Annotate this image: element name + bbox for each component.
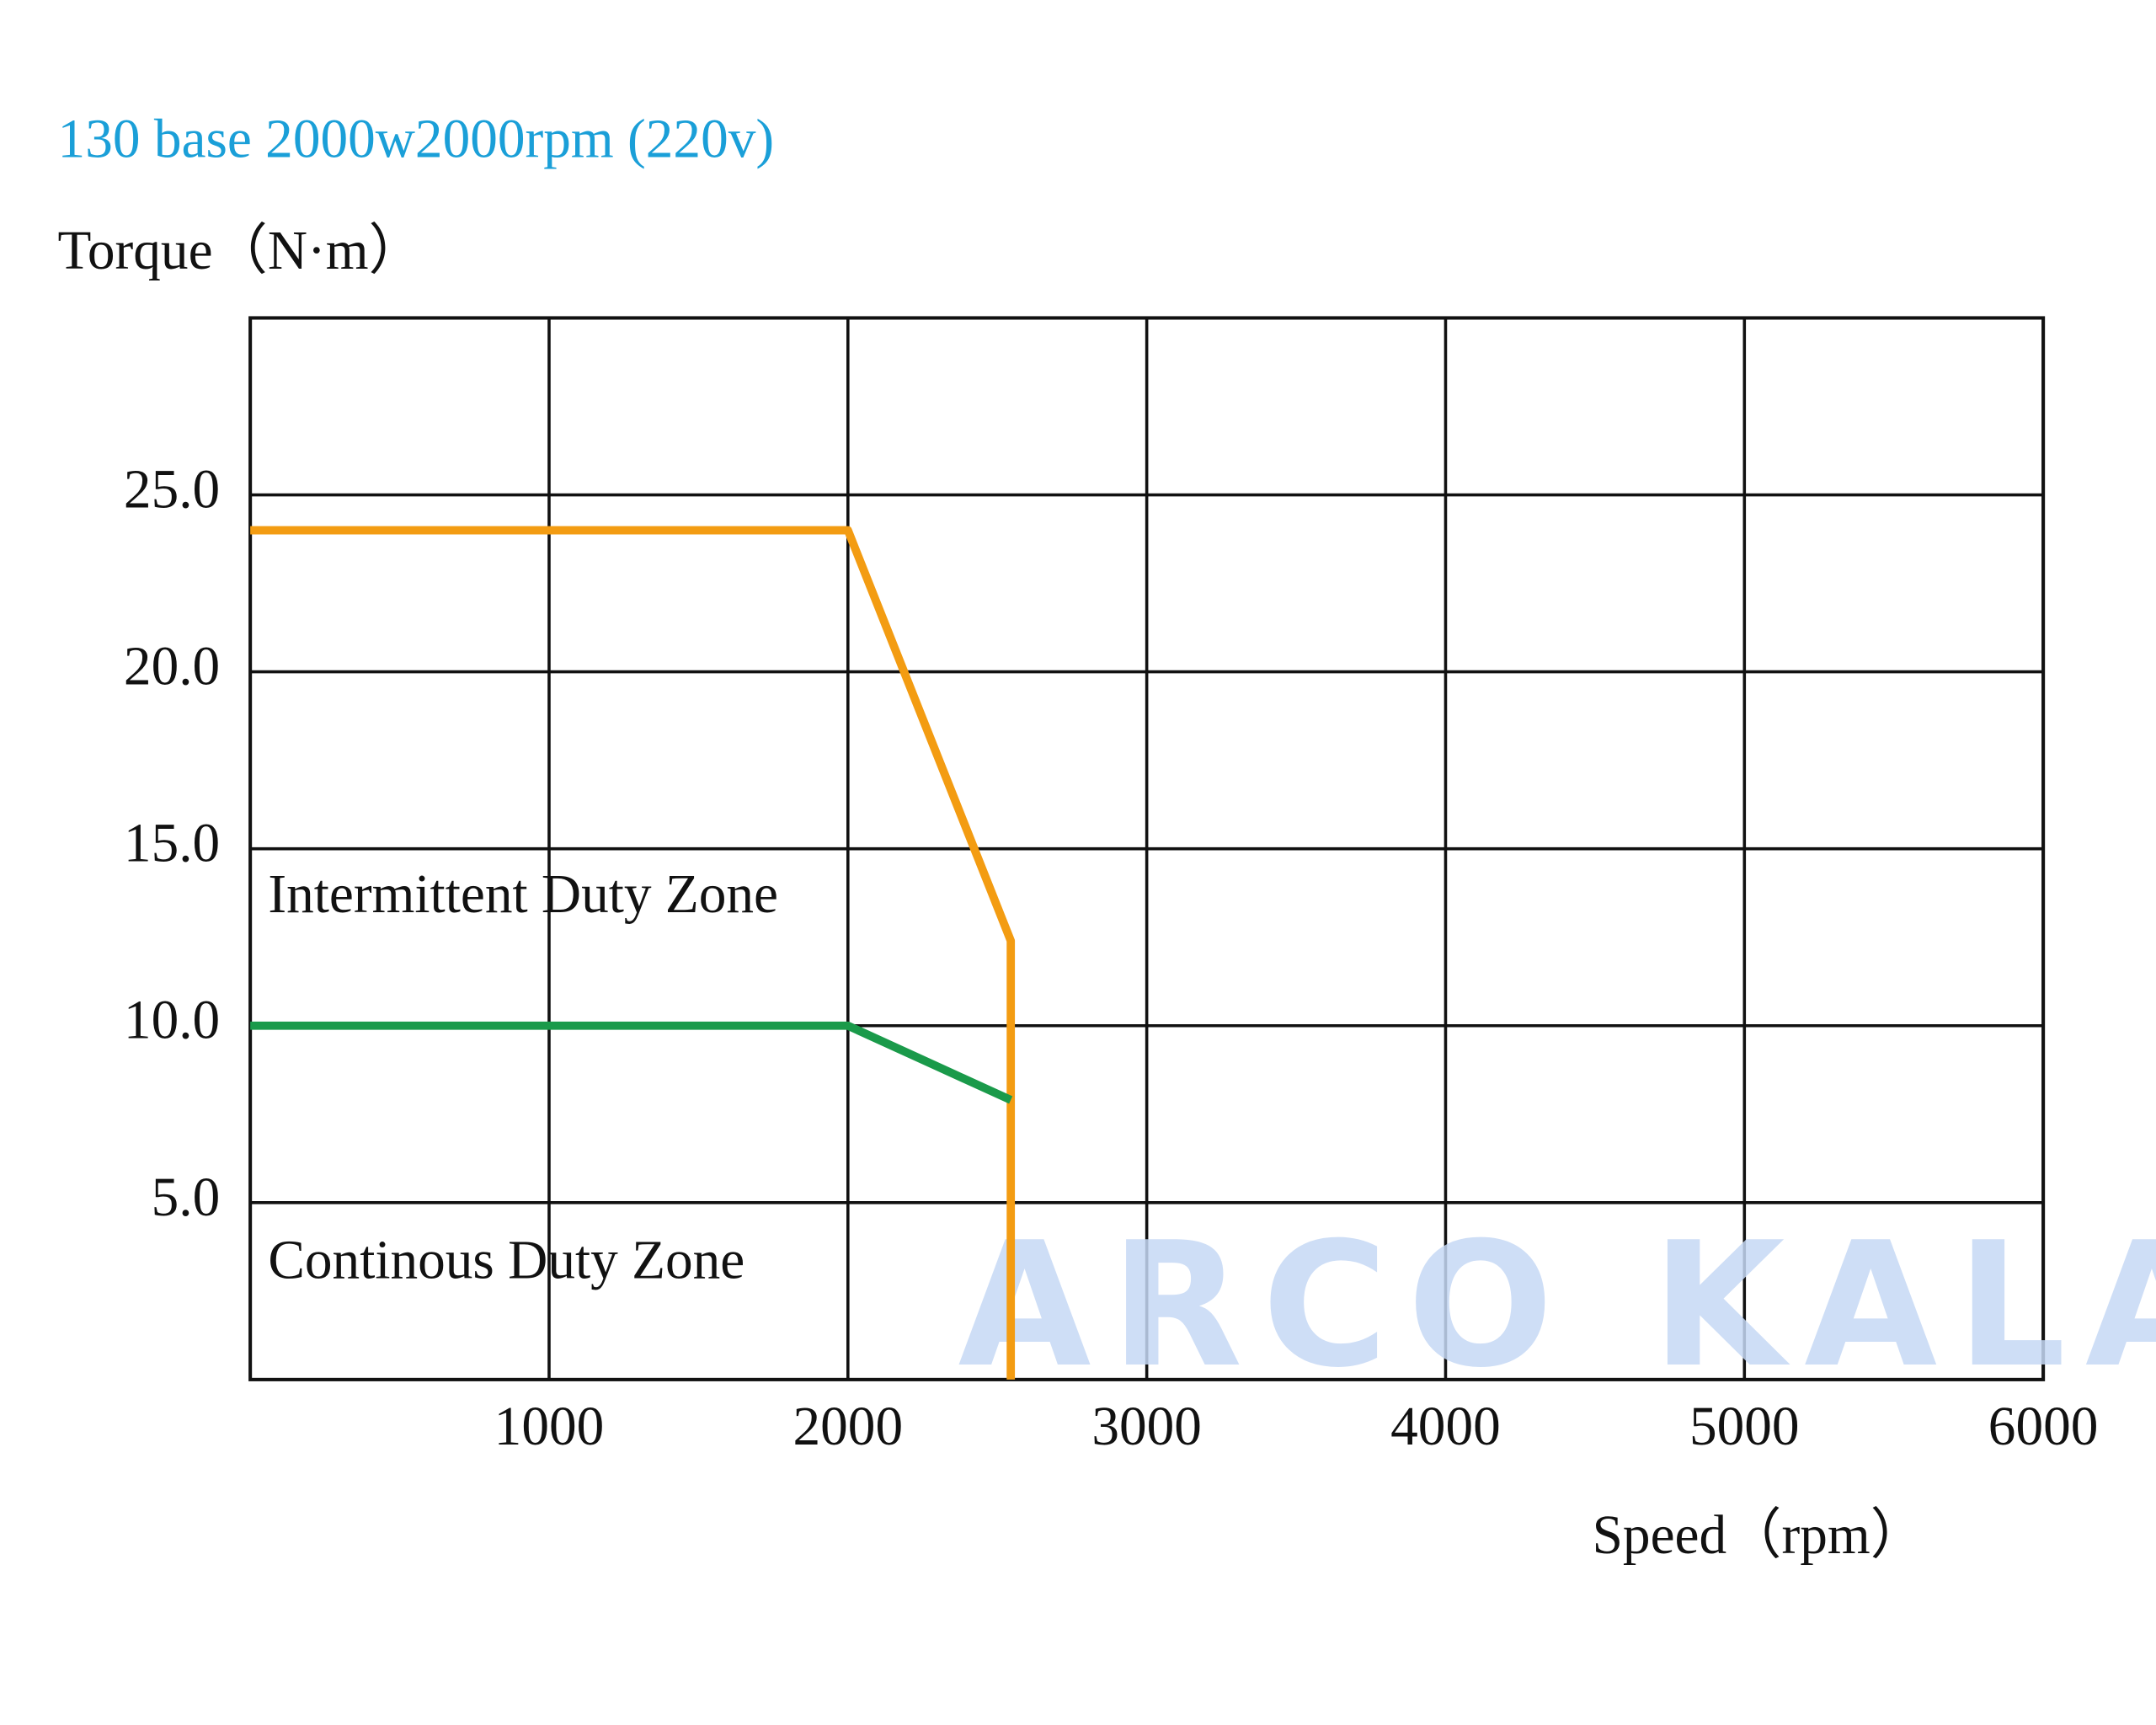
plot-frame	[248, 316, 2046, 1381]
y-tick-label: 15.0	[124, 814, 220, 874]
x-axis-label: Speed（rpm）	[1593, 1505, 1925, 1566]
annotation: Continous Duty Zone	[268, 1230, 744, 1290]
y-tick-label: 20.0	[124, 637, 220, 697]
y-tick-label: 10.0	[124, 991, 220, 1051]
annotation: Intermittent Duty Zone	[268, 864, 778, 925]
x-tick-label: 3000	[1091, 1397, 1202, 1457]
x-tick-label: 5000	[1689, 1397, 1800, 1457]
y-axis-label: Torque（N·m）	[58, 221, 424, 281]
x-tick-label: 4000	[1390, 1397, 1501, 1457]
chart-title: 130 base 2000w2000rpm (220v)	[58, 109, 775, 170]
series-line	[250, 1021, 1013, 1104]
watermark: ARCO KALA	[958, 1206, 2156, 1406]
y-tick-label: 25.0	[124, 460, 220, 521]
series-line	[250, 526, 1016, 1380]
x-tick-label: 2000	[793, 1397, 904, 1457]
x-tick-label: 6000	[1988, 1397, 2099, 1457]
x-tick-label: 1000	[494, 1397, 605, 1457]
y-tick-label: 5.0	[152, 1167, 221, 1228]
